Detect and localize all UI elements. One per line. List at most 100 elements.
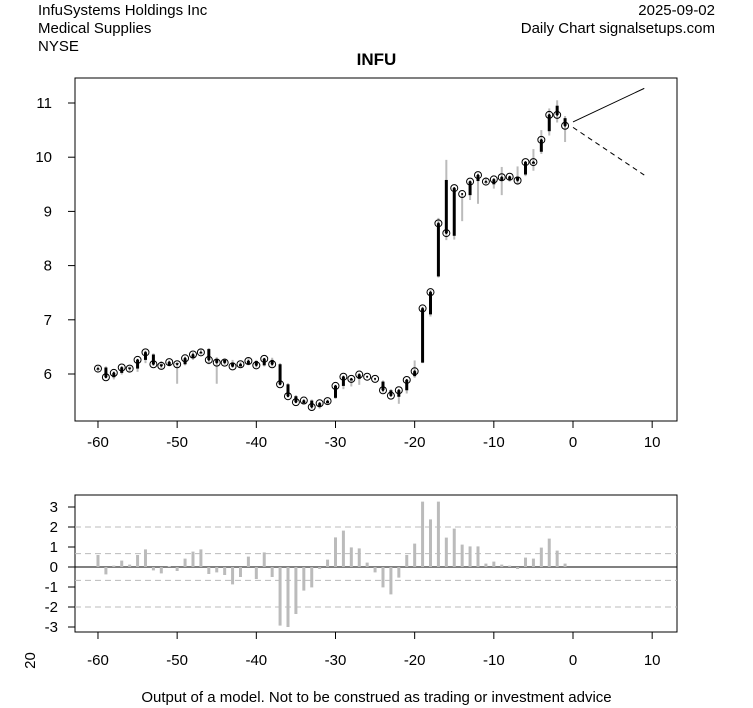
x-tick-label: -20 — [404, 434, 426, 451]
close-dot — [421, 307, 424, 310]
close-dot — [215, 361, 218, 364]
x-tick-label: -40 — [245, 652, 267, 669]
exchange-label: NYSE — [38, 38, 79, 55]
close-dot — [120, 366, 123, 369]
y-tick-label: 2 — [50, 519, 58, 536]
close-dot — [294, 401, 297, 404]
close-dot — [263, 357, 266, 360]
y-tick-label: 11 — [36, 95, 52, 112]
close-marker — [157, 361, 166, 370]
close-marker — [561, 121, 570, 130]
close-marker — [188, 350, 197, 359]
x-tick-label: 10 — [644, 434, 661, 451]
close-marker — [141, 348, 150, 357]
close-marker — [260, 354, 269, 363]
close-marker — [347, 374, 356, 383]
close-dot — [279, 383, 282, 386]
close-dot — [199, 351, 202, 354]
close-marker — [331, 381, 340, 390]
close-marker — [228, 362, 237, 371]
sector-label: Medical Supplies — [38, 20, 152, 37]
close-dot — [540, 138, 543, 141]
close-dot — [564, 124, 567, 127]
close-marker — [236, 360, 245, 369]
close-marker — [244, 356, 253, 365]
y-tick-label: -2 — [45, 599, 58, 616]
close-dot — [389, 394, 392, 397]
close-dot — [492, 178, 495, 181]
close-marker — [553, 110, 562, 119]
y-tick-label: 10 — [35, 149, 52, 166]
close-marker — [497, 173, 506, 182]
main-plot-frame — [74, 77, 678, 422]
close-marker — [426, 288, 435, 297]
x-tick-label: -50 — [166, 652, 188, 669]
close-dot — [342, 375, 345, 378]
close-marker — [521, 158, 530, 167]
close-marker — [117, 363, 126, 372]
y-tick-label: 6 — [44, 366, 52, 383]
close-dot — [255, 364, 258, 367]
y-tick-label: 3 — [50, 499, 58, 516]
close-dot — [191, 353, 194, 356]
x-tick-label: -30 — [325, 434, 347, 451]
close-marker — [268, 360, 277, 369]
close-marker — [371, 374, 380, 383]
close-dot — [437, 222, 440, 225]
y-tick-label: -3 — [45, 619, 58, 636]
disclaimer: Output of a model. Not to be construed a… — [141, 689, 612, 706]
close-marker — [363, 372, 372, 381]
close-marker — [125, 364, 134, 373]
close-marker — [418, 304, 427, 313]
close-dot — [429, 291, 432, 294]
close-marker — [394, 386, 403, 395]
close-marker — [434, 219, 443, 228]
close-dot — [508, 175, 511, 178]
close-marker — [204, 355, 213, 364]
close-marker — [442, 229, 451, 238]
x-tick-label: -10 — [483, 434, 505, 451]
x-tick-label: -20 — [404, 652, 426, 669]
close-marker — [181, 354, 190, 363]
chart-source: Daily Chart signalsetups.com — [520, 20, 715, 37]
close-dot — [500, 176, 503, 179]
close-marker — [339, 372, 348, 381]
close-marker — [165, 358, 174, 367]
close-dot — [326, 400, 329, 403]
close-dot — [231, 365, 234, 368]
close-dot — [453, 187, 456, 190]
close-dot — [476, 174, 479, 177]
close-marker — [109, 368, 118, 377]
close-dot — [405, 378, 408, 381]
close-dot — [207, 358, 210, 361]
close-dot — [310, 406, 313, 409]
y-tick-label: 1 — [50, 539, 58, 556]
close-marker — [505, 172, 514, 181]
close-marker — [173, 360, 182, 369]
close-dot — [136, 358, 139, 361]
close-dot — [397, 389, 400, 392]
close-marker — [386, 391, 395, 400]
lower-plot-frame — [74, 494, 678, 633]
projection-lower — [572, 126, 645, 176]
close-marker — [513, 176, 522, 185]
close-dot — [350, 377, 353, 380]
chart-date: 2025-09-02 — [638, 2, 715, 19]
x-tick-label: -50 — [166, 434, 188, 451]
close-dot — [239, 363, 242, 366]
close-marker — [307, 403, 316, 412]
close-dot — [413, 370, 416, 373]
close-dot — [176, 363, 179, 366]
x-tick-label: 0 — [569, 434, 577, 451]
y-tick-label: 8 — [44, 258, 52, 275]
close-marker — [355, 370, 364, 379]
close-marker — [458, 190, 467, 199]
close-marker — [410, 367, 419, 376]
close-marker — [378, 386, 387, 395]
close-dot — [152, 363, 155, 366]
close-marker — [402, 375, 411, 384]
close-dot — [334, 384, 337, 387]
y-tick-label: -1 — [45, 579, 58, 596]
